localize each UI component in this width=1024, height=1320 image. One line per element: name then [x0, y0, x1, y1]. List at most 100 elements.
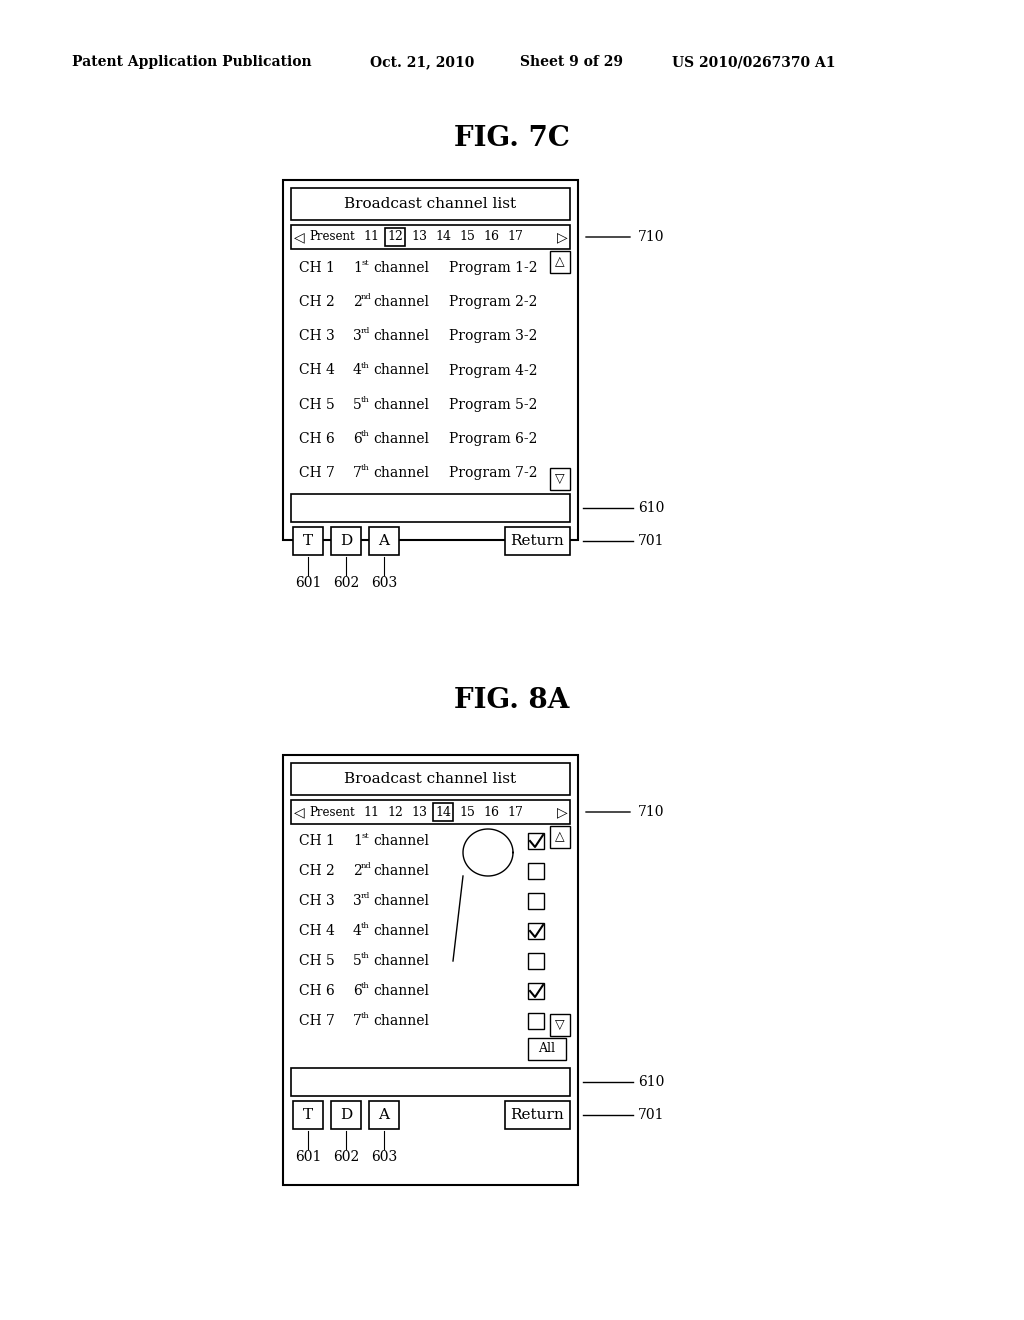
- Text: 603: 603: [371, 576, 397, 590]
- Text: Oct. 21, 2010: Oct. 21, 2010: [370, 55, 474, 69]
- Text: 6: 6: [353, 983, 361, 998]
- Text: channel: channel: [373, 954, 429, 968]
- Text: 6: 6: [353, 432, 361, 446]
- Text: channel: channel: [373, 261, 429, 275]
- Text: 11: 11: [362, 231, 379, 243]
- Text: All: All: [539, 1043, 555, 1056]
- Text: Sheet 9 of 29: Sheet 9 of 29: [520, 55, 623, 69]
- Text: th: th: [361, 430, 370, 438]
- Bar: [528, 953, 544, 969]
- Text: 15: 15: [459, 231, 475, 243]
- Text: 603: 603: [371, 1150, 397, 1164]
- Bar: [505, 527, 570, 554]
- Text: 1: 1: [353, 261, 361, 275]
- Bar: [528, 923, 544, 939]
- Text: A: A: [379, 1107, 389, 1122]
- Bar: [528, 1012, 544, 1030]
- Text: Program 4-2: Program 4-2: [449, 363, 538, 378]
- Text: 15: 15: [459, 805, 475, 818]
- Text: D: D: [340, 1107, 352, 1122]
- Text: 7: 7: [353, 1014, 361, 1028]
- Text: th: th: [361, 362, 370, 370]
- Bar: [528, 983, 544, 999]
- Bar: [528, 833, 544, 849]
- Text: CH 5: CH 5: [299, 954, 335, 968]
- Text: 610: 610: [638, 502, 665, 515]
- Text: A: A: [379, 535, 389, 548]
- Text: th: th: [361, 982, 370, 990]
- Bar: [291, 1068, 570, 1096]
- Text: 14: 14: [435, 805, 451, 818]
- Text: 17: 17: [507, 805, 523, 818]
- Text: 601: 601: [295, 1150, 322, 1164]
- Bar: [291, 800, 570, 824]
- Text: 2: 2: [353, 296, 361, 309]
- Bar: [369, 1101, 399, 1129]
- Text: Program 7-2: Program 7-2: [449, 466, 538, 480]
- Text: th: th: [361, 952, 370, 960]
- Text: th: th: [361, 1012, 370, 1020]
- Text: 4: 4: [353, 363, 361, 378]
- Bar: [385, 228, 406, 246]
- Text: CH 6: CH 6: [299, 983, 335, 998]
- Text: FIG. 8A: FIG. 8A: [455, 686, 569, 714]
- Text: CH 4: CH 4: [299, 363, 335, 378]
- Text: 16: 16: [483, 231, 499, 243]
- Text: channel: channel: [373, 834, 429, 847]
- Text: Broadcast channel list: Broadcast channel list: [344, 772, 516, 785]
- Text: △: △: [555, 256, 565, 268]
- Text: CH 3: CH 3: [299, 894, 335, 908]
- Text: Broadcast channel list: Broadcast channel list: [344, 197, 516, 211]
- Text: nd: nd: [361, 293, 372, 301]
- Text: ◁: ◁: [294, 230, 304, 244]
- Text: 701: 701: [638, 1107, 665, 1122]
- Text: Present: Present: [309, 231, 354, 243]
- Text: CH 2: CH 2: [299, 296, 335, 309]
- Text: 601: 601: [295, 576, 322, 590]
- Text: 4: 4: [353, 924, 361, 939]
- Text: ◁: ◁: [294, 805, 304, 818]
- Text: 5: 5: [353, 954, 361, 968]
- Text: th: th: [361, 921, 370, 931]
- Bar: [550, 251, 570, 273]
- Text: 5: 5: [353, 397, 361, 412]
- Text: CH 1: CH 1: [299, 261, 335, 275]
- Text: CH 3: CH 3: [299, 330, 335, 343]
- Text: Patent Application Publication: Patent Application Publication: [72, 55, 311, 69]
- Text: CH 5: CH 5: [299, 397, 335, 412]
- Text: nd: nd: [361, 862, 372, 870]
- Text: channel: channel: [373, 466, 429, 480]
- Text: ▽: ▽: [555, 473, 565, 486]
- Text: rd: rd: [361, 327, 371, 335]
- Text: 12: 12: [387, 231, 402, 243]
- Bar: [283, 755, 578, 1185]
- Bar: [369, 527, 399, 554]
- Text: CH 1: CH 1: [299, 834, 335, 847]
- Bar: [293, 1101, 323, 1129]
- Bar: [331, 527, 361, 554]
- Text: channel: channel: [373, 397, 429, 412]
- Bar: [291, 224, 570, 249]
- Text: US 2010/0267370 A1: US 2010/0267370 A1: [672, 55, 836, 69]
- Bar: [528, 863, 544, 879]
- Bar: [433, 803, 453, 821]
- Bar: [550, 469, 570, 490]
- Text: 3: 3: [353, 330, 361, 343]
- Bar: [293, 527, 323, 554]
- Text: △: △: [555, 830, 565, 843]
- Bar: [528, 894, 544, 909]
- Text: ▽: ▽: [555, 1019, 565, 1031]
- Text: 17: 17: [507, 231, 523, 243]
- Text: Return: Return: [511, 535, 564, 548]
- Text: 602: 602: [333, 1150, 359, 1164]
- Text: channel: channel: [373, 894, 429, 908]
- Text: 7: 7: [353, 466, 361, 480]
- Text: CH 6: CH 6: [299, 432, 335, 446]
- Text: CH 7: CH 7: [299, 466, 335, 480]
- Text: 610: 610: [638, 1074, 665, 1089]
- Text: 12: 12: [387, 805, 402, 818]
- Text: 3: 3: [353, 894, 361, 908]
- Text: CH 2: CH 2: [299, 865, 335, 878]
- Text: 710: 710: [638, 230, 665, 244]
- Bar: [505, 1101, 570, 1129]
